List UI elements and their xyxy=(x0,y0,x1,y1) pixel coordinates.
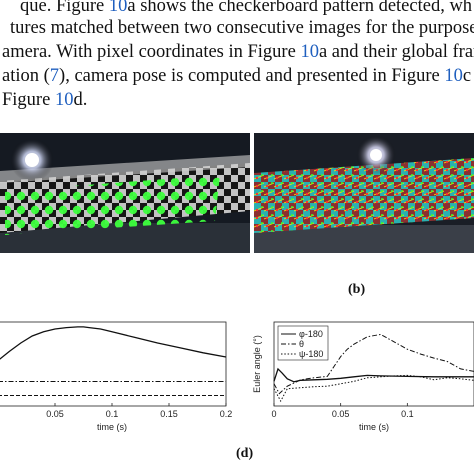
x-axis-label: time (s) xyxy=(359,422,389,432)
text-segment: Figure xyxy=(2,90,55,110)
text-line-1: que. Figure 10a shows the checkerboard p… xyxy=(20,0,472,18)
series-line xyxy=(273,374,474,403)
feature-matching-photo xyxy=(254,133,474,253)
text-line-3: amera. With pixel coordinates in Figure … xyxy=(2,40,474,64)
legend-label: θ xyxy=(299,339,304,349)
x-tick-label: 0.1 xyxy=(106,409,119,419)
checkerboard-detection-photo xyxy=(0,133,250,253)
reference-link[interactable]: 10 xyxy=(54,90,74,110)
position-plot: 0.05 0.1 0.15 0.2 time (s) xyxy=(0,310,240,450)
reference-link[interactable]: 7 xyxy=(49,66,60,86)
text-segment: ation ( xyxy=(2,66,50,86)
legend-label: φ-180 xyxy=(299,329,323,339)
text-segment: a shows the checkerboard pattern detecte… xyxy=(127,0,473,16)
text-line-5: Figure 10d. xyxy=(2,88,87,112)
y-axis-label: Euler angle (°) xyxy=(252,335,262,393)
x-tick-label: 0.2 xyxy=(220,409,233,419)
reference-link[interactable]: 10 xyxy=(444,66,463,86)
text-segment: c fo xyxy=(462,66,474,86)
text-segment: d. xyxy=(73,90,88,110)
text-segment: ), camera pose is computed and presented… xyxy=(59,66,445,86)
paper-body-text: que. Figure 10a shows the checkerboard p… xyxy=(0,0,474,120)
legend-box xyxy=(277,325,329,361)
x-tick-label: 0 xyxy=(271,409,276,419)
x-axis-label: time (s) xyxy=(97,422,127,432)
text-segment: tures matched between two consecutive im… xyxy=(10,18,474,38)
series-line xyxy=(273,367,474,383)
plot-frame xyxy=(0,321,227,407)
x-tick-label: 0.15 xyxy=(160,409,178,419)
caption-d: (d) xyxy=(236,446,254,461)
caption-b: (b) xyxy=(348,282,366,297)
text-segment: amera. With pixel coordinates in Figure xyxy=(2,42,301,62)
x-tick-label: 0.1 xyxy=(401,409,414,419)
text-segment: a and their global fram xyxy=(318,42,474,62)
euler-angle-plot: 0 0.05 0.1 time (s) Euler angle (°) φ-180 θ ψ-1… xyxy=(240,310,474,450)
reference-link[interactable]: 10 xyxy=(300,42,319,62)
plot-frame xyxy=(273,321,474,407)
x-tick-label: 0.05 xyxy=(332,409,350,419)
text-line-2: tures matched between two consecutive im… xyxy=(10,16,474,40)
reference-link[interactable]: 10 xyxy=(108,0,128,16)
series-line xyxy=(273,333,474,395)
legend-label: ψ-180 xyxy=(299,349,323,359)
text-line-4: ation (7), camera pose is computed and p… xyxy=(2,64,474,88)
series-line xyxy=(0,326,227,360)
text-segment: que. Figure xyxy=(20,0,109,16)
x-tick-label: 0.05 xyxy=(46,409,64,419)
